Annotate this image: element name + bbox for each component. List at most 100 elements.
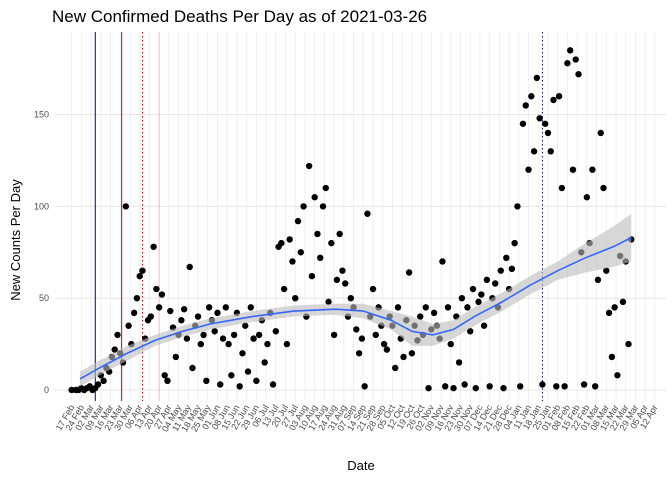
- data-point: [94, 381, 102, 388]
- data-point: [516, 383, 524, 390]
- x-axis-label: Date: [347, 458, 374, 473]
- data-point: [325, 298, 332, 306]
- data-point: [250, 335, 257, 342]
- data-point: [278, 239, 285, 247]
- data-point: [530, 148, 538, 155]
- data-point: [541, 120, 549, 127]
- data-point: [597, 129, 604, 137]
- data-point: [211, 328, 218, 335]
- data-point: [139, 267, 146, 274]
- data-point: [358, 335, 366, 342]
- confidence-band: [79, 213, 632, 387]
- trend-line: [79, 236, 632, 380]
- data-point: [100, 377, 107, 385]
- data-point: [525, 166, 532, 173]
- data-point: [130, 309, 138, 317]
- data-point: [480, 322, 488, 329]
- data-point: [317, 254, 324, 262]
- data-point: [172, 353, 180, 361]
- data-point: [580, 381, 588, 388]
- data-point: [491, 280, 499, 287]
- data-point: [472, 384, 479, 392]
- data-point: [422, 304, 429, 311]
- data-point: [405, 269, 413, 276]
- data-point: [455, 359, 463, 366]
- y-tick-label: 100: [34, 201, 49, 211]
- data-point: [608, 353, 616, 361]
- data-point: [528, 93, 535, 100]
- data-point: [305, 162, 313, 170]
- data-point: [347, 294, 354, 302]
- data-point: [614, 372, 621, 379]
- data-point: [158, 291, 166, 298]
- data-point: [230, 331, 238, 339]
- data-point: [178, 317, 185, 324]
- data-point: [425, 384, 432, 392]
- data-point: [478, 291, 485, 298]
- data-point: [475, 298, 482, 306]
- data-point: [408, 350, 416, 357]
- data-point: [222, 304, 230, 311]
- data-point: [500, 384, 507, 392]
- data-point: [569, 166, 577, 173]
- data-point: [328, 239, 335, 247]
- data-point: [297, 249, 304, 256]
- data-point: [289, 258, 296, 265]
- data-point: [114, 331, 121, 339]
- data-point: [228, 372, 235, 379]
- data-point: [394, 304, 402, 311]
- data-point: [553, 383, 560, 390]
- data-point: [155, 304, 163, 311]
- data-point: [147, 313, 155, 320]
- data-point: [600, 184, 607, 192]
- data-point: [194, 313, 202, 320]
- data-point: [583, 194, 591, 201]
- data-point: [161, 372, 168, 379]
- data-point: [561, 383, 568, 390]
- data-point: [594, 276, 602, 284]
- data-point: [558, 184, 566, 192]
- data-point: [242, 322, 249, 329]
- data-point: [605, 309, 613, 317]
- data-point: [244, 368, 252, 375]
- data-point: [153, 285, 160, 293]
- data-point: [314, 230, 321, 238]
- data-point: [333, 276, 341, 284]
- data-point: [439, 258, 446, 265]
- data-point: [330, 331, 338, 339]
- data-point: [547, 148, 554, 155]
- data-point: [575, 71, 582, 78]
- data-point: [514, 203, 521, 210]
- data-point: [150, 243, 157, 250]
- data-point: [183, 335, 191, 342]
- data-point: [442, 383, 449, 390]
- data-point: [589, 166, 596, 173]
- data-point: [603, 267, 610, 274]
- data-point: [311, 194, 318, 201]
- data-point: [564, 60, 571, 67]
- data-point: [353, 326, 360, 333]
- data-point: [400, 353, 407, 361]
- data-point: [469, 285, 477, 293]
- data-point: [364, 210, 371, 217]
- data-point: [544, 129, 552, 137]
- data-point: [200, 331, 207, 339]
- data-point: [236, 383, 243, 390]
- data-point: [125, 322, 132, 329]
- data-point: [136, 272, 143, 280]
- data-point: [269, 381, 277, 388]
- data-point: [464, 304, 471, 311]
- data-point: [566, 47, 574, 54]
- data-point: [392, 364, 399, 372]
- data-point: [217, 381, 224, 388]
- data-point: [450, 384, 457, 392]
- data-point: [539, 381, 546, 388]
- data-point: [294, 217, 302, 225]
- data-point: [591, 383, 599, 390]
- chart-title: New Confirmed Deaths Per Day as of 2021-…: [52, 7, 427, 26]
- data-point: [444, 304, 452, 311]
- data-point: [536, 115, 543, 122]
- y-tick-label: 50: [39, 293, 49, 303]
- data-point: [219, 335, 227, 342]
